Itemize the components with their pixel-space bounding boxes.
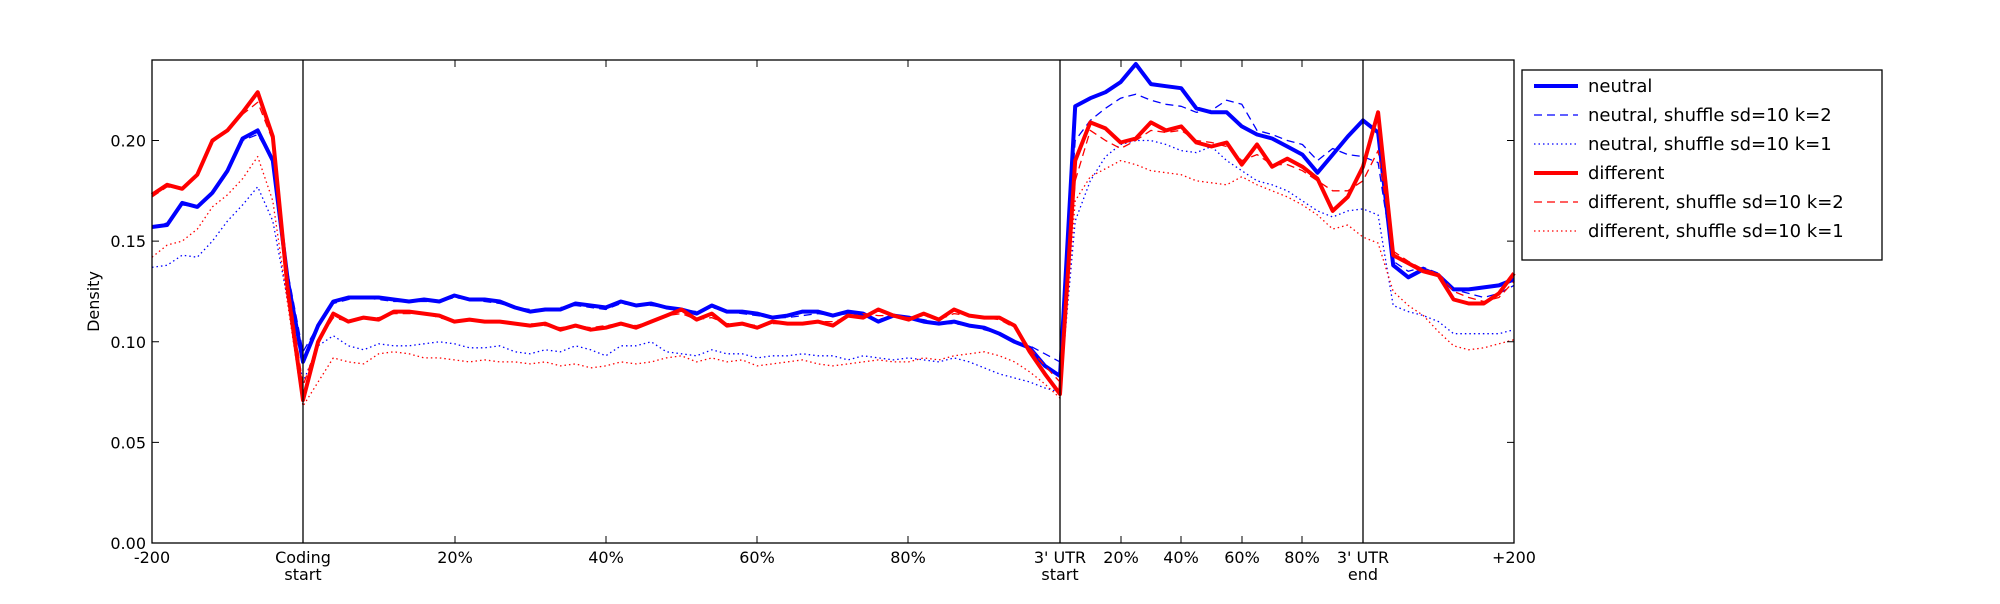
y-tick-label-3: 0.15	[110, 232, 146, 251]
legend-box	[1521, 69, 1883, 261]
series-line-3	[150, 90, 1516, 403]
x-tick-label-2: 20%	[437, 548, 473, 567]
y-tick-label-1: 0.05	[110, 433, 146, 452]
x-tick-label-12: +200	[1492, 548, 1536, 567]
series-line-0	[151, 62, 1515, 378]
legend: neutral neutral, shuffle sd=10 k=2 neutral…	[1521, 69, 1883, 261]
x-tick-label-7: 20%	[1103, 548, 1139, 567]
series-line-5	[151, 155, 1515, 407]
x-tick-label-11: 3' UTR end	[1337, 548, 1389, 584]
x-tick-label-0: -200	[134, 548, 170, 567]
x-tick-label-10: 80%	[1284, 548, 1320, 567]
x-tick-label-8: 40%	[1163, 548, 1199, 567]
legend-label-1: neutral, shuffle sd=10 k=2	[1588, 105, 1832, 126]
series-layer	[150, 62, 1516, 407]
legend-label-3: different	[1588, 163, 1664, 184]
x-tick-label-1: Coding start	[275, 548, 331, 584]
legend-label-0: neutral	[1588, 76, 1652, 97]
tick-layer: 0.00 0.05 0.10 0.15 0.20 -200 Coding start 20% 40…	[110, 60, 1536, 584]
x-tick-label-9: 60%	[1224, 548, 1260, 567]
y-axis-label: Density	[84, 271, 103, 332]
y-tick-label-4: 0.20	[110, 132, 146, 151]
x-tick-label-5: 80%	[890, 548, 926, 567]
series-line-1	[151, 93, 1515, 363]
x-tick-label-3: 40%	[588, 548, 624, 567]
y-tick-label-2: 0.10	[110, 333, 146, 352]
legend-label-2: neutral, shuffle sd=10 k=1	[1588, 134, 1832, 155]
legend-label-5: different, shuffle sd=10 k=1	[1588, 221, 1844, 242]
axes-frame	[151, 59, 1515, 544]
x-tick-label-4: 60%	[739, 548, 775, 567]
x-tick-label-6: 3' UTR start	[1034, 548, 1086, 584]
plot-frame	[151, 59, 1515, 544]
series-line-2	[151, 139, 1515, 393]
series-line-4	[151, 101, 1515, 387]
y-tick-label-0: 0.00	[110, 534, 146, 553]
legend-label-4: different, shuffle sd=10 k=2	[1588, 192, 1844, 213]
